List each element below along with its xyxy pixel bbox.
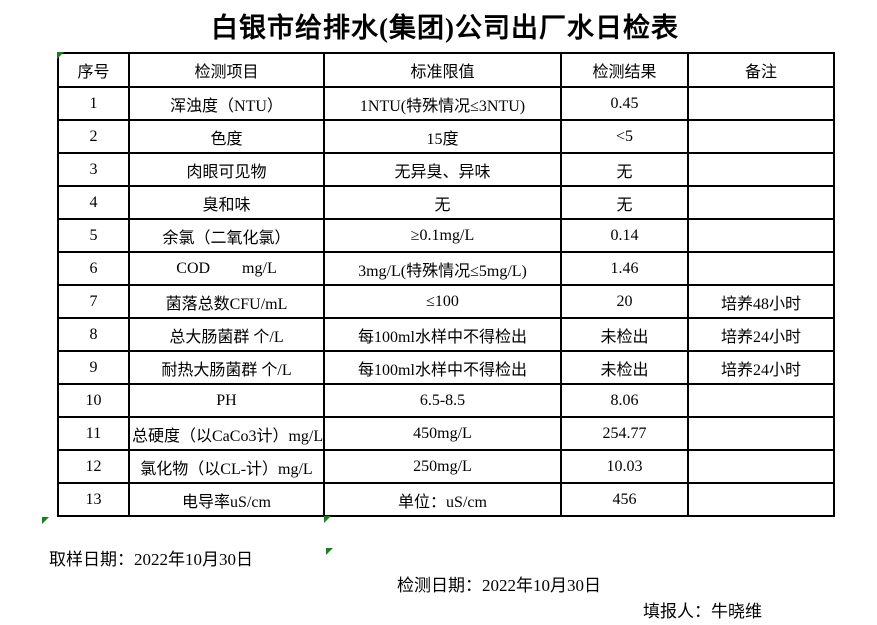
cell-result: 0.14 <box>560 218 689 253</box>
table-row: 3 肉眼可见物 无异臭、异味 无 <box>57 152 835 187</box>
cell-item: 臭和味 <box>128 185 325 220</box>
table-row: 5 余氯（二氧化氯） ≥0.1mg/L 0.14 <box>57 218 835 253</box>
excel-corner-marker-icon <box>324 516 331 523</box>
cell-result: 未检出 <box>560 350 689 385</box>
table-body: 1 浑浊度（NTU） 1NTU(特殊情况≤3NTU) 0.45 2 色度 15度… <box>57 86 835 517</box>
cell-limit: 250mg/L <box>323 449 562 484</box>
cell-seq: 6 <box>57 251 130 286</box>
cell-result: 8.06 <box>560 383 689 418</box>
cell-item: 耐热大肠菌群 个/L <box>128 350 325 385</box>
cell-item: 色度 <box>128 119 325 154</box>
table-row: 11 总硬度（以CaCo3计）mg/L 450mg/L 254.77 <box>57 416 835 451</box>
cell-result: 456 <box>560 482 689 517</box>
cell-remark: 培养24小时 <box>687 317 835 352</box>
cell-remark: 培养48小时 <box>687 284 835 319</box>
cell-limit: 无 <box>323 185 562 220</box>
cell-result: 未检出 <box>560 317 689 352</box>
cell-seq: 2 <box>57 119 130 154</box>
cell-limit: ≤100 <box>323 284 562 319</box>
cell-item: 菌落总数CFU/mL <box>128 284 325 319</box>
reporter-name: 填报人：牛晓维 <box>643 602 762 621</box>
cell-seq: 8 <box>57 317 130 352</box>
cell-limit: 3mg/L(特殊情况≤5mg/L) <box>323 251 562 286</box>
cell-seq: 11 <box>57 416 130 451</box>
sampling-date: 取样日期：2022年10月30日 <box>49 550 253 569</box>
cell-remark <box>687 416 835 451</box>
cell-limit: 6.5-8.5 <box>323 383 562 418</box>
cell-remark <box>687 449 835 484</box>
footer: 取样日期：2022年10月30日 检测日期：2022年10月30日 填报人：牛晓… <box>0 521 877 621</box>
cell-result: 10.03 <box>560 449 689 484</box>
cell-result: 254.77 <box>560 416 689 451</box>
cell-item: 余氯（二氧化氯） <box>128 218 325 253</box>
cell-item: 总硬度（以CaCo3计）mg/L <box>128 416 325 451</box>
table-row: 12 氯化物（以CL-计）mg/L 250mg/L 10.03 <box>57 449 835 484</box>
header-remark: 备注 <box>687 52 835 88</box>
table-row: 1 浑浊度（NTU） 1NTU(特殊情况≤3NTU) 0.45 <box>57 86 835 121</box>
table-header-row: 序号 检测项目 标准限值 检测结果 备注 <box>57 52 835 88</box>
table-row: 13 电导率uS/cm 单位：uS/cm 456 <box>57 482 835 517</box>
table-row: 9 耐热大肠菌群 个/L 每100ml水样中不得检出 未检出 培养24小时 <box>57 350 835 385</box>
cell-remark <box>687 383 835 418</box>
header-result: 检测结果 <box>560 52 689 88</box>
cell-result: 无 <box>560 152 689 187</box>
cell-item: 氯化物（以CL-计）mg/L <box>128 449 325 484</box>
cell-remark <box>687 119 835 154</box>
header-limit: 标准限值 <box>323 52 562 88</box>
cell-limit: 每100ml水样中不得检出 <box>323 350 562 385</box>
cell-seq: 12 <box>57 449 130 484</box>
cell-seq: 7 <box>57 284 130 319</box>
cell-remark <box>687 482 835 517</box>
cell-remark <box>687 152 835 187</box>
cell-limit: 1NTU(特殊情况≤3NTU) <box>323 86 562 121</box>
table-row: 4 臭和味 无 无 <box>57 185 835 220</box>
cell-seq: 10 <box>57 383 130 418</box>
cell-limit: 450mg/L <box>323 416 562 451</box>
cell-seq: 5 <box>57 218 130 253</box>
table-row: 8 总大肠菌群 个/L 每100ml水样中不得检出 未检出 培养24小时 <box>57 317 835 352</box>
cell-item: 肉眼可见物 <box>128 152 325 187</box>
cell-seq: 13 <box>57 482 130 517</box>
cell-seq: 9 <box>57 350 130 385</box>
header-seq: 序号 <box>57 52 130 88</box>
cell-remark <box>687 218 835 253</box>
cell-limit: 每100ml水样中不得检出 <box>323 317 562 352</box>
excel-corner-marker-icon <box>57 52 64 59</box>
table-row: 6 COD mg/L 3mg/L(特殊情况≤5mg/L) 1.46 <box>57 251 835 286</box>
cell-item: 电导率uS/cm <box>128 482 325 517</box>
cell-remark <box>687 251 835 286</box>
cell-item: COD mg/L <box>128 251 325 286</box>
cell-result: 0.45 <box>560 86 689 121</box>
cell-limit: 单位：uS/cm <box>323 482 562 517</box>
table-row: 10 PH 6.5-8.5 8.06 <box>57 383 835 418</box>
table-row: 7 菌落总数CFU/mL ≤100 20 培养48小时 <box>57 284 835 319</box>
cell-limit: 无异臭、异味 <box>323 152 562 187</box>
cell-remark <box>687 86 835 121</box>
excel-corner-marker-icon <box>326 548 333 555</box>
cell-seq: 4 <box>57 185 130 220</box>
cell-item: 总大肠菌群 个/L <box>128 317 325 352</box>
cell-remark: 培养24小时 <box>687 350 835 385</box>
cell-result: <5 <box>560 119 689 154</box>
cell-item: PH <box>128 383 325 418</box>
cell-result: 无 <box>560 185 689 220</box>
cell-seq: 3 <box>57 152 130 187</box>
cell-remark <box>687 185 835 220</box>
test-date: 检测日期：2022年10月30日 <box>397 576 601 595</box>
cell-limit: ≥0.1mg/L <box>323 218 562 253</box>
excel-corner-marker-icon <box>42 517 49 524</box>
cell-seq: 1 <box>57 86 130 121</box>
inspection-table: 序号 检测项目 标准限值 检测结果 备注 1 浑浊度（NTU） 1NTU(特殊情… <box>57 52 835 517</box>
header-item: 检测项目 <box>128 52 325 88</box>
page-title: 白银市给排水(集团)公司出厂水日检表 <box>211 13 679 43</box>
cell-result: 1.46 <box>560 251 689 286</box>
table-row: 2 色度 15度 <5 <box>57 119 835 154</box>
cell-item: 浑浊度（NTU） <box>128 86 325 121</box>
cell-limit: 15度 <box>323 119 562 154</box>
cell-result: 20 <box>560 284 689 319</box>
